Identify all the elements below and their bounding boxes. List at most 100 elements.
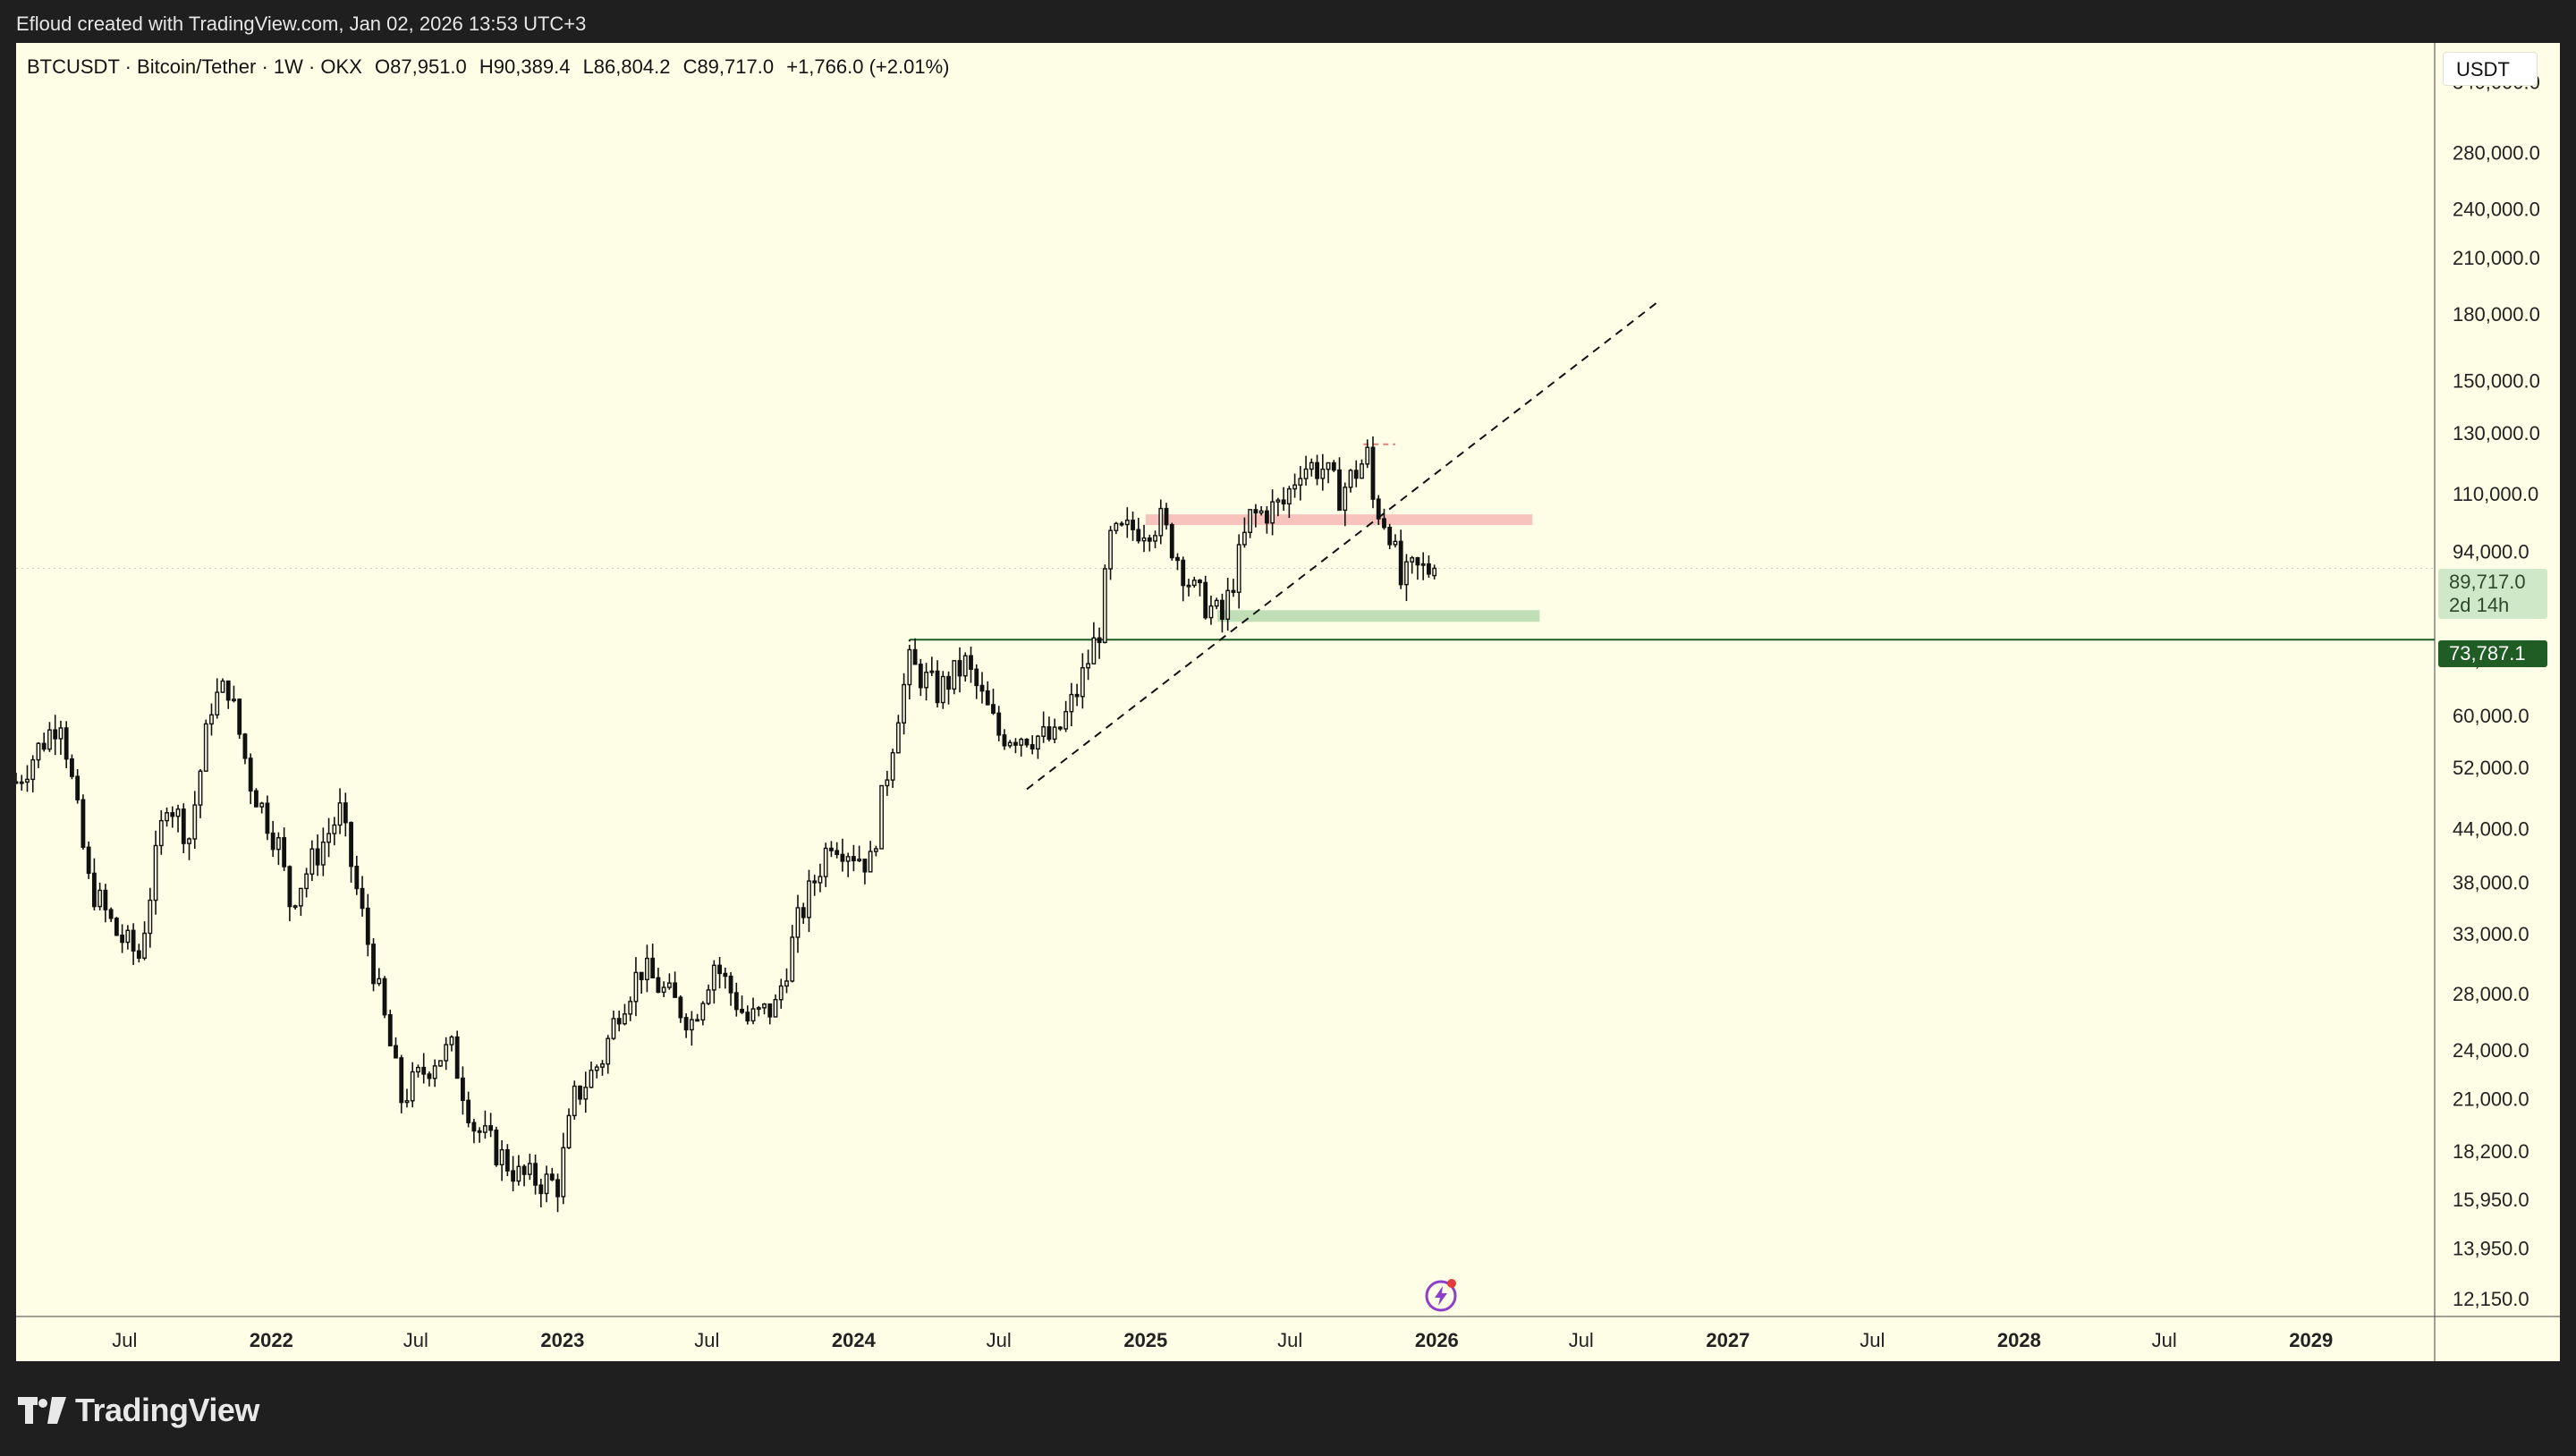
time-tick-label: 2029 — [2289, 1329, 2333, 1351]
candle-down — [86, 846, 91, 875]
candle-up — [795, 907, 801, 938]
candle-up — [689, 1019, 694, 1031]
candle-down — [533, 1163, 538, 1186]
candle-down — [471, 1122, 477, 1132]
candle-up — [320, 841, 326, 866]
candle-up — [158, 819, 164, 847]
chart-panel[interactable]: 340,000.0280,000.0240,000.0210,000.0180,… — [16, 43, 2560, 1361]
candle-down — [488, 1125, 494, 1131]
candle-up — [790, 936, 795, 982]
candle-up — [606, 1037, 611, 1065]
candle-up — [416, 1066, 420, 1073]
candle-down — [1024, 738, 1030, 746]
candle-down — [912, 648, 918, 665]
candle-up — [275, 837, 281, 851]
price-chart[interactable]: 340,000.0280,000.0240,000.0210,000.0180,… — [16, 43, 2560, 1361]
candle-up — [1086, 663, 1091, 669]
time-tick-label: Jul — [1860, 1329, 1885, 1351]
candle-down — [1057, 726, 1063, 730]
time-tick-label: 2023 — [540, 1329, 584, 1351]
candle-up — [215, 691, 220, 715]
candle-up — [1292, 484, 1298, 490]
candle-down — [740, 1008, 744, 1013]
price-tick-label: 110,000.0 — [2453, 483, 2538, 505]
candle-down — [343, 802, 348, 824]
candle-down — [466, 1099, 471, 1123]
candle-up — [1114, 522, 1119, 531]
candle-up — [952, 660, 957, 690]
symbol-legend[interactable]: BTCUSDT · Bitcoin/Tether · 1W · OKX O87,… — [27, 55, 956, 79]
candle-up — [198, 770, 203, 806]
countdown-label: 2d 14h — [2449, 594, 2510, 616]
candle-up — [1420, 563, 1426, 566]
candle-down — [723, 972, 728, 978]
candle-down — [131, 929, 136, 952]
candle-down — [1398, 540, 1403, 586]
candle-up — [444, 1044, 449, 1062]
candle-down — [1136, 529, 1141, 542]
candle-down — [1030, 744, 1035, 750]
time-tick-label: Jul — [112, 1329, 137, 1351]
candle-up — [153, 844, 158, 902]
candle-up — [700, 1003, 706, 1021]
candle-down — [1353, 470, 1359, 479]
candle-up — [1108, 529, 1113, 570]
time-tick-label: Jul — [1277, 1329, 1302, 1351]
candle-down — [237, 698, 242, 735]
candle-up — [666, 982, 672, 988]
footer-brand: TradingView — [18, 1388, 259, 1433]
candle-up — [259, 802, 265, 808]
price-tick-label: 150,000.0 — [2453, 370, 2540, 393]
candle-down — [1164, 507, 1169, 526]
candle-up — [1298, 478, 1303, 486]
bolt-icon[interactable] — [1424, 1277, 1460, 1313]
price-tick-label: 15,950.0 — [2453, 1189, 2529, 1211]
candle-down — [365, 907, 370, 945]
candle-down — [511, 1170, 516, 1182]
attribution-text: Efloud created with TradingView.com, Jan… — [16, 13, 587, 35]
candle-up — [1036, 735, 1040, 750]
candle-down — [1337, 469, 1342, 512]
candle-up — [1309, 461, 1314, 470]
candle-up — [823, 847, 828, 877]
candle-up — [857, 859, 862, 862]
candle-down — [1131, 520, 1135, 530]
candle-up — [1258, 510, 1264, 514]
candle-down — [170, 812, 175, 817]
candle-up — [292, 905, 298, 909]
candle-up — [566, 1114, 572, 1149]
candle-down — [1253, 509, 1258, 514]
price-tick-label: 52,000.0 — [2453, 757, 2529, 779]
price-tick-label: 180,000.0 — [2453, 303, 2540, 326]
candle-up — [175, 808, 181, 817]
price-tick-label: 21,000.0 — [2453, 1088, 2529, 1111]
candle-down — [504, 1148, 510, 1172]
candle-down — [695, 1019, 700, 1022]
time-tick-label: Jul — [987, 1329, 1012, 1351]
price-tick-label: 60,000.0 — [2453, 705, 2529, 727]
candle-up — [298, 887, 303, 907]
candle-down — [1203, 581, 1208, 619]
candle-down — [1175, 556, 1180, 562]
candle-down — [136, 950, 141, 959]
symbol-name: BTCUSDT · Bitcoin/Tether · 1W · OKX — [27, 55, 362, 78]
candle-down — [733, 992, 739, 1011]
currency-selector[interactable]: USDT — [2443, 52, 2538, 86]
candle-up — [706, 989, 711, 1004]
candle-up — [1270, 501, 1275, 524]
candle-down — [1281, 499, 1286, 505]
price-tick-label: 38,000.0 — [2453, 871, 2529, 893]
price-tick-label: 44,000.0 — [2453, 817, 2529, 840]
candle-down — [360, 887, 365, 910]
candle-down — [862, 859, 868, 873]
price-tick-label: 13,950.0 — [2453, 1238, 2529, 1260]
candle-down — [1387, 527, 1393, 546]
candle-up — [404, 1100, 410, 1104]
candle-down — [16, 781, 19, 784]
candle-up — [818, 876, 823, 884]
candle-up — [148, 899, 153, 935]
candle-up — [756, 1007, 761, 1011]
candle-up — [309, 848, 315, 875]
tradingview-logo-icon — [18, 1397, 66, 1424]
candle-down — [225, 680, 231, 701]
